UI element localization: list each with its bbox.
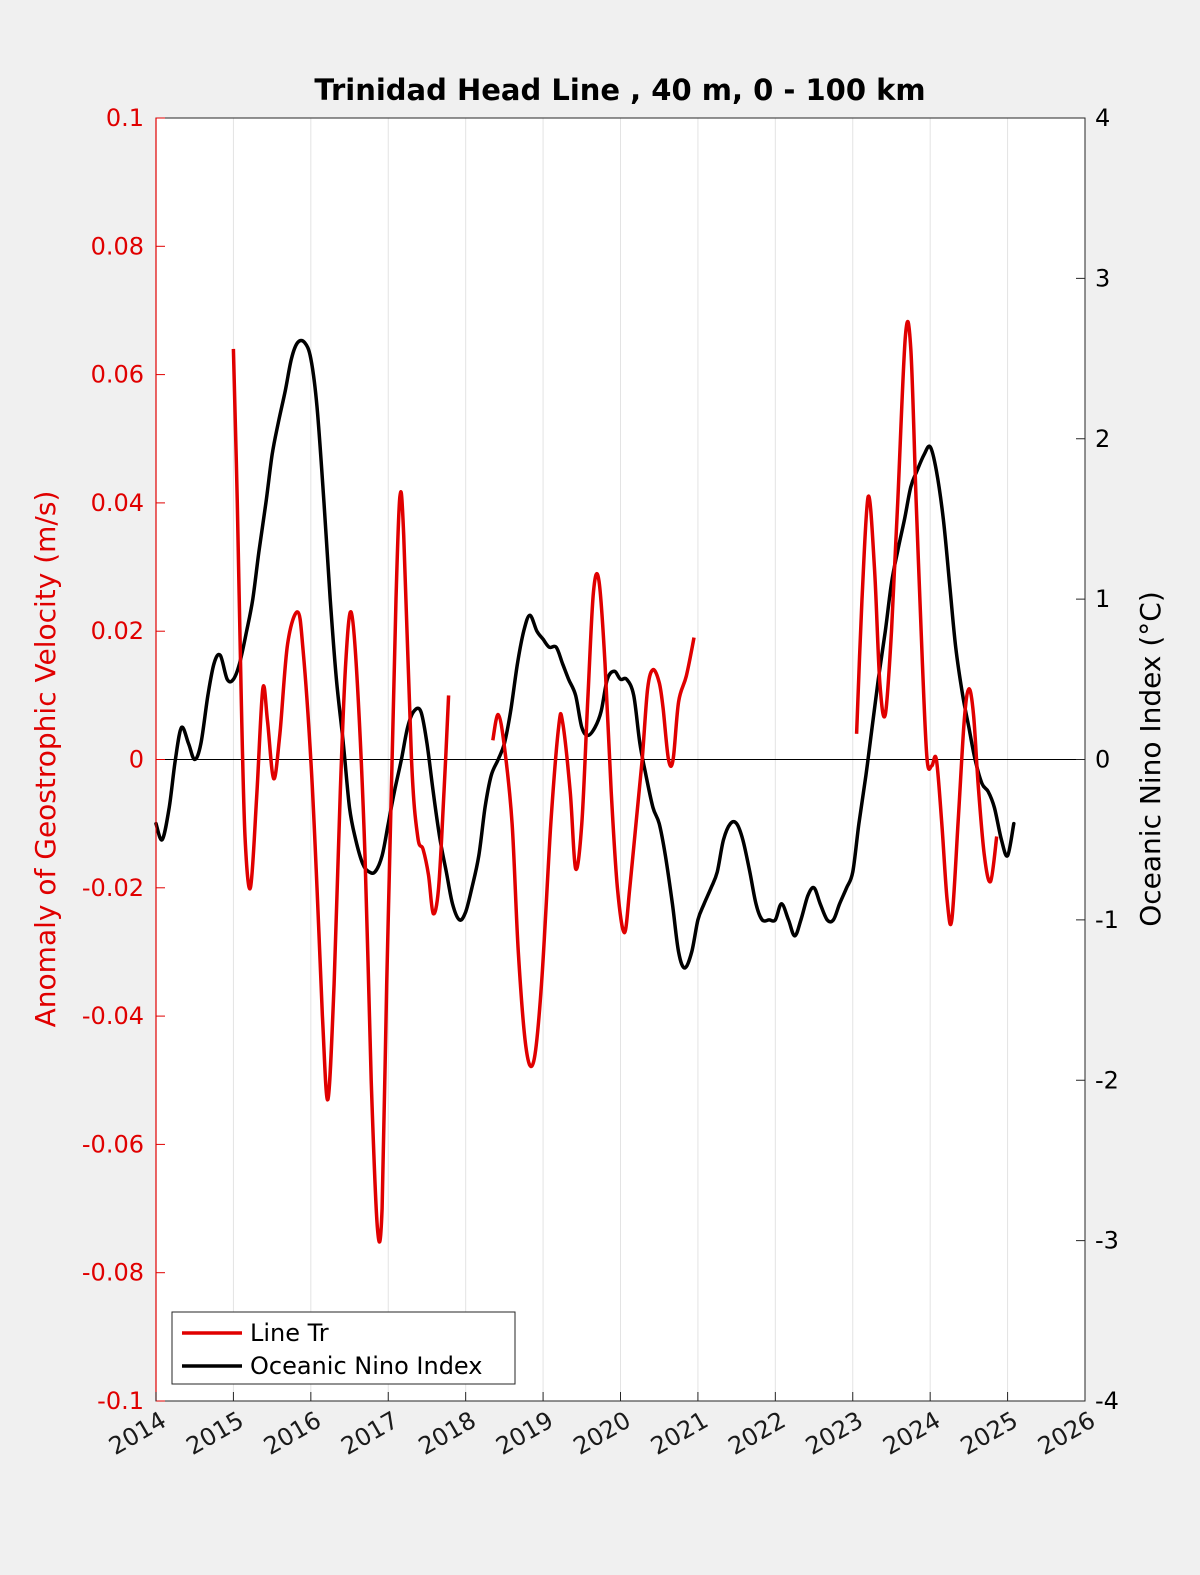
y-left-tick-label: -0.04 [82,1002,144,1030]
legend: Line Tr Oceanic Nino Index [171,1311,516,1385]
series-line-tr-segment-3 [854,320,999,927]
series-line-oceanic-nino-index [154,338,1016,970]
y-left-tick-label: -0.08 [82,1259,144,1287]
chart-title: Trinidad Head Line , 40 m, 0 - 100 km [314,73,925,107]
y-axis-left-label: Anomaly of Geostrophic Velocity (m/s) [29,491,62,1028]
y-axis-right: 4 3 2 1 0 -1 -2 -3 -4 [1076,104,1119,1415]
y-right-tick-label: 1 [1095,585,1110,613]
legend-label-line-tr: Line Tr [250,1319,329,1347]
legend-label-oni: Oceanic Nino Index [250,1352,482,1380]
legend-box [171,1311,516,1385]
y-axis-right-label: Oceanic Nino Index (°C) [1134,591,1167,927]
series-layer [154,320,1016,1244]
y-axis-left: 0.1 0.08 0.06 0.04 0.02 0 -0.02 -0.04 -0.06 -0.08… [82,104,165,1415]
y-left-tick-label: 0.04 [91,489,144,517]
series-line-tr-segment-2 [491,571,696,1069]
y-left-tick-label: 0.02 [91,617,144,645]
y-right-tick-label: 3 [1095,264,1110,292]
y-left-tick-label: -0.02 [82,874,144,902]
y-right-tick-label: 4 [1095,104,1110,132]
series-line-tr-segment-1 [231,348,451,1244]
y-right-tick-label: 0 [1095,746,1110,774]
y-right-tick-label: -1 [1095,906,1119,934]
y-right-tick-label: -3 [1095,1227,1119,1255]
y-left-tick-label: 0.06 [91,361,144,389]
y-left-tick-label: 0 [129,746,144,774]
y-left-tick-label: -0.1 [97,1387,144,1415]
y-left-tick-label: 0.08 [91,232,144,260]
y-right-tick-label: -2 [1095,1066,1119,1094]
y-left-tick-label: 0.1 [106,104,144,132]
y-right-tick-label: -4 [1095,1387,1119,1415]
y-right-tick-label: 2 [1095,425,1110,453]
y-left-tick-label: -0.06 [82,1130,144,1158]
